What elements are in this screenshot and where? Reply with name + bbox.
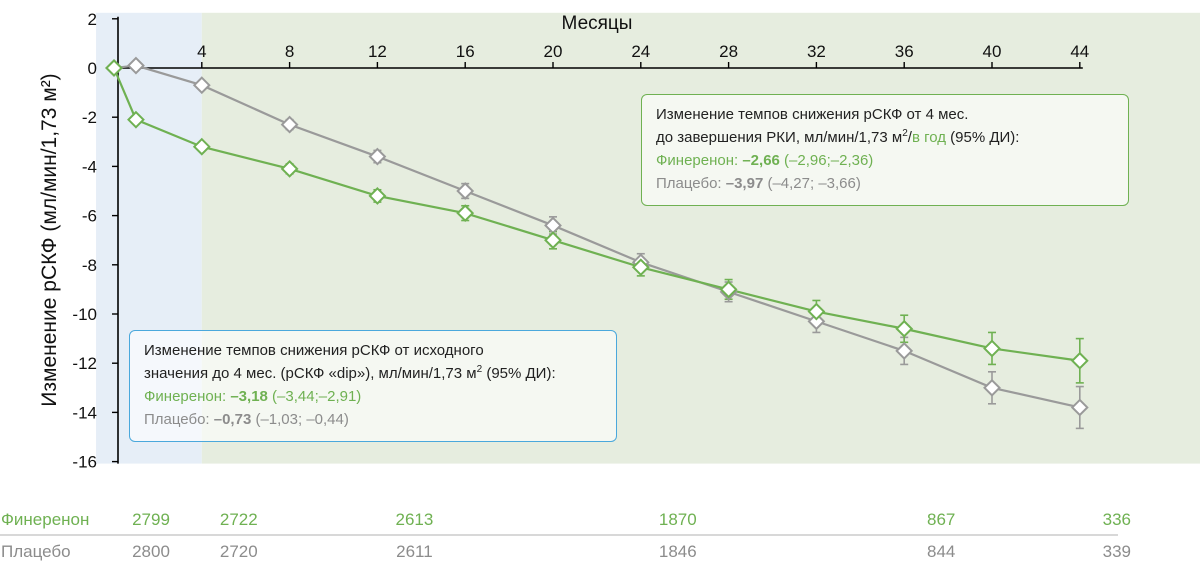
at-risk-row-label: Плацебо <box>1 542 71 561</box>
data-point <box>456 204 475 223</box>
annotation-line: значения до 4 мес. (рСКФ «dip»), мл/мин/… <box>144 362 602 385</box>
y-tick-label: 0 <box>88 59 97 78</box>
annotation-text: / <box>907 129 912 146</box>
annotation-label: Плацебо: <box>144 411 214 428</box>
at-risk-value: 2613 <box>395 510 433 529</box>
data-point <box>368 187 387 205</box>
at-risk-value: 2800 <box>132 542 170 561</box>
annotation-label: Финеренон: <box>144 388 231 405</box>
data-point <box>631 258 650 277</box>
y-tick-label: 2 <box>88 10 97 29</box>
annotation-ci: (–4,27; –3,66) <box>763 175 861 192</box>
data-point <box>127 110 145 129</box>
annotation-finerenone-line: Финеренон: –3,18 (–3,44;–2,91) <box>144 385 602 408</box>
data-point <box>895 341 914 360</box>
at-risk-value: 2611 <box>396 542 433 561</box>
x-tick-label: 8 <box>285 42 294 61</box>
y-tick-label: -10 <box>72 305 97 324</box>
y-tick-label: -14 <box>72 403 97 422</box>
data-point <box>105 59 123 77</box>
data-point <box>895 319 914 338</box>
annotation-value: –0,73 <box>213 411 252 428</box>
data-point <box>192 137 211 156</box>
annotation-value: –3,97 <box>725 175 764 192</box>
annotation-label: Финеренон: <box>656 152 743 169</box>
annotation-per-year: в год <box>911 129 946 146</box>
y-axis-title: Изменение рСКФ (мл/мин/1,73 м²) <box>38 73 61 406</box>
data-point <box>127 56 145 75</box>
annotation-box-baseline-to-4-months: Изменение темпов снижения рСКФ от исходн… <box>129 330 617 442</box>
data-point <box>1070 351 1089 370</box>
annotation-label: Плацебо: <box>656 175 726 192</box>
annotation-value: –3,18 <box>230 388 268 405</box>
data-point <box>192 76 211 95</box>
at-risk-value: 339 <box>1103 542 1131 561</box>
annotation-line: Изменение темпов снижения рСКФ от исходн… <box>144 342 484 359</box>
x-tick-label: 40 <box>983 42 1002 61</box>
data-point <box>983 378 1001 397</box>
x-tick-label: 16 <box>456 42 475 61</box>
at-risk-value: 1870 <box>659 510 697 529</box>
data-point <box>719 280 738 299</box>
annotation-ci: (–1,03; –0,44) <box>251 411 349 428</box>
annotation-ci: (–2,96;–2,36) <box>779 152 874 169</box>
at-risk-value: 2720 <box>220 542 258 561</box>
y-tick-label: -2 <box>82 108 97 127</box>
x-tick-label: 24 <box>631 42 650 61</box>
annotation-text: до завершения РКИ, мл/мин/1,73 м <box>656 129 903 146</box>
annotation-finerenone-line: Финеренон: –2,66 (–2,96;–2,36) <box>656 149 1114 172</box>
at-risk-value: 2722 <box>220 510 258 529</box>
chart-series <box>105 56 1089 430</box>
y-tick-label: -12 <box>72 354 97 373</box>
data-point <box>280 115 299 134</box>
x-tick-label: 44 <box>1070 42 1089 61</box>
data-point <box>807 312 826 331</box>
y-tick-label: -8 <box>82 256 97 275</box>
y-tick-label: -4 <box>82 157 97 176</box>
data-point <box>807 302 826 321</box>
x-axis-title: Месяцы <box>562 13 633 34</box>
x-tick-label: 12 <box>368 42 387 61</box>
at-risk-value: 867 <box>927 510 955 529</box>
annotation-line: Изменение темпов снижения рСКФ от 4 мес. <box>656 106 969 123</box>
x-tick-label: 4 <box>197 42 206 61</box>
y-tick-label: -6 <box>82 207 97 226</box>
data-point <box>368 147 387 166</box>
at-risk-row-label: Финеренон <box>1 510 89 529</box>
annotation-text: (95% ДИ): <box>482 365 556 382</box>
x-tick-label: 32 <box>807 42 826 61</box>
at-risk-table: Финеренон 2799 2722 2613 1870 867 336 Плацебо 28… <box>0 510 1131 561</box>
annotation-placebo-line: Плацебо: –0,73 (–1,03; –0,44) <box>144 408 602 431</box>
y-tick-label: -16 <box>72 453 97 472</box>
annotation-superscript: 2 <box>902 128 908 139</box>
at-risk-value: 2799 <box>132 510 170 529</box>
data-point <box>280 159 299 178</box>
annotation-ci: (–3,44;–2,91) <box>267 388 362 405</box>
annotation-superscript: 2 <box>476 364 483 375</box>
at-risk-value: 336 <box>1103 510 1131 529</box>
annotation-value: –2,66 <box>742 152 780 169</box>
at-risk-value: 1846 <box>659 542 697 561</box>
data-point <box>456 182 475 200</box>
annotation-text: значения до 4 мес. (рСКФ «dip»), мл/мин/… <box>144 365 477 382</box>
annotation-text: (95% ДИ): <box>946 129 1020 146</box>
at-risk-value: 844 <box>927 542 955 561</box>
chart-axes: 20-2-4-6-8-10-12-14-164 8 12 16 20 24 28 32 36 40… <box>72 10 1089 472</box>
x-tick-label: 36 <box>895 42 914 61</box>
data-point <box>544 231 562 250</box>
annotation-placebo-line: Плацебо: –3,97 (–4,27; –3,66) <box>656 172 1114 195</box>
x-tick-label: 20 <box>544 42 563 61</box>
annotation-line: до завершения РКИ, мл/мин/1,73 м2/в год … <box>656 126 1114 149</box>
data-point <box>1070 398 1089 417</box>
x-tick-label: 28 <box>719 42 738 61</box>
annotation-box-4-months-to-end: Изменение темпов снижения рСКФ от 4 мес.… <box>641 94 1129 206</box>
data-point <box>983 339 1001 358</box>
